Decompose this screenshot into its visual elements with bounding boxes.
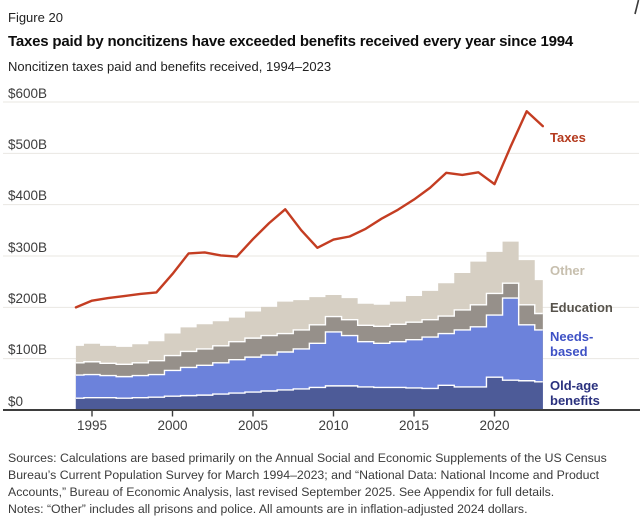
sources-line: Bureau’s Current Population Survey for M…	[8, 468, 600, 482]
legend-old-age-line2: benefits	[550, 393, 600, 408]
legend-old-age-line1: Old-age	[550, 378, 599, 393]
area-separator	[75, 282, 543, 366]
sources-line: Sources: Calculations are based primaril…	[8, 451, 607, 465]
legend-other: Other	[550, 263, 585, 278]
area-separator	[75, 297, 543, 378]
legend-old-age: Old-age benefits	[550, 378, 600, 408]
area-old-age-benefits	[75, 377, 543, 410]
notes-line: Notes: “Other” includes all prisons and …	[8, 502, 528, 516]
figure-label: Figure 20	[8, 10, 63, 25]
chart-subtitle: Noncitizen taxes paid and benefits recei…	[8, 59, 332, 74]
legend-needs-based: Needs- based	[550, 329, 593, 359]
taxes-line	[74, 110, 544, 309]
sources-line: Accounts,” Bureau of Economic Analysis, …	[8, 485, 555, 499]
legend-education: Education	[550, 300, 613, 315]
legend-taxes: Taxes	[550, 130, 586, 145]
legend-needs-based-line2: based	[550, 344, 588, 359]
area-separator	[75, 376, 543, 399]
legend-needs-based-line1: Needs-	[550, 329, 594, 344]
chart-title: Taxes paid by noncitizens have exceeded …	[8, 33, 574, 50]
corner-mark	[634, 0, 640, 15]
footer-notes: Sources: Calculations are based primaril…	[8, 450, 632, 518]
area-needs-based	[75, 298, 543, 410]
